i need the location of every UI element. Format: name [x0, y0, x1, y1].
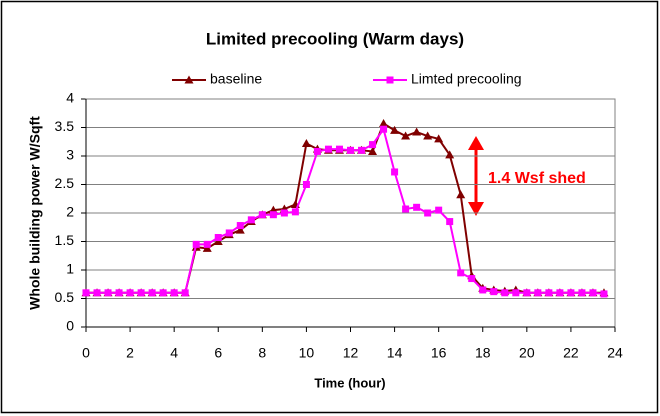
marker — [280, 209, 288, 217]
marker — [412, 127, 422, 136]
marker — [380, 125, 388, 133]
y-tick-label: 1 — [66, 261, 74, 277]
marker — [445, 150, 455, 159]
x-tick-label: 4 — [170, 345, 178, 361]
marker — [291, 208, 299, 216]
marker — [490, 288, 498, 296]
x-tick-label: 6 — [214, 345, 222, 361]
legend-label: Limted precooling — [411, 71, 522, 87]
x-tick-label: 24 — [607, 345, 623, 361]
x-tick-label: 16 — [431, 345, 447, 361]
marker — [301, 138, 311, 147]
marker — [148, 289, 156, 297]
x-tick-label: 12 — [343, 345, 359, 361]
marker — [456, 190, 466, 199]
marker — [236, 222, 244, 230]
marker — [225, 229, 233, 237]
marker — [247, 216, 255, 224]
y-tick-label: 3 — [66, 147, 74, 163]
y-tick-label: 3.5 — [55, 118, 75, 134]
legend-label: baseline — [210, 71, 262, 87]
marker — [446, 218, 454, 226]
marker — [203, 240, 211, 248]
y-axis-title: Whole building power W/Sqft — [27, 116, 43, 310]
arrow-head — [468, 202, 484, 216]
marker — [501, 289, 509, 297]
marker — [401, 131, 411, 140]
marker — [347, 146, 354, 154]
marker — [335, 145, 343, 153]
marker — [390, 125, 400, 134]
marker — [192, 240, 200, 248]
y-tick-label: 0.5 — [55, 289, 75, 305]
marker — [358, 146, 366, 154]
marker — [369, 141, 377, 149]
marker — [600, 290, 608, 298]
marker — [269, 211, 277, 219]
marker — [184, 75, 194, 84]
marker — [435, 206, 443, 214]
x-tick-label: 20 — [519, 345, 535, 361]
marker — [479, 286, 487, 294]
x-tick-label: 8 — [258, 345, 266, 361]
marker — [313, 147, 321, 155]
x-axis-title: Time (hour) — [314, 375, 385, 390]
marker — [82, 289, 90, 297]
marker — [512, 289, 520, 297]
x-tick-label: 14 — [387, 345, 403, 361]
y-tick-label: 0 — [66, 318, 74, 334]
marker — [235, 225, 245, 234]
marker — [424, 209, 432, 217]
y-tick-label: 2.5 — [55, 175, 75, 191]
marker — [402, 205, 410, 213]
marker — [126, 289, 134, 297]
marker — [534, 289, 542, 297]
marker — [104, 289, 112, 297]
marker — [523, 289, 531, 297]
marker — [324, 145, 332, 153]
marker — [159, 289, 167, 297]
marker — [379, 119, 389, 128]
marker — [589, 289, 597, 297]
annotation: 1.4 Wsf shed — [488, 170, 586, 187]
marker — [556, 289, 564, 297]
marker — [567, 289, 575, 297]
marker — [302, 181, 310, 188]
x-tick-label: 10 — [299, 345, 315, 361]
marker — [258, 211, 266, 219]
marker — [137, 289, 145, 297]
y-tick-label: 4 — [66, 90, 74, 106]
marker — [457, 269, 465, 277]
marker — [181, 289, 189, 297]
marker — [170, 289, 178, 297]
x-tick-label: 0 — [82, 345, 90, 361]
marker — [413, 203, 421, 211]
y-tick-label: 1.5 — [55, 232, 75, 248]
marker — [468, 275, 476, 283]
x-tick-label: 22 — [563, 345, 579, 361]
marker — [391, 168, 399, 176]
x-tick-label: 18 — [475, 345, 491, 361]
x-tick-label: 2 — [126, 345, 134, 361]
marker — [545, 289, 553, 297]
marker — [578, 289, 586, 297]
marker — [386, 76, 394, 84]
y-tick-label: 2 — [66, 204, 74, 220]
marker — [93, 289, 101, 297]
marker — [423, 131, 433, 140]
marker — [368, 146, 378, 155]
marker — [434, 134, 444, 143]
arrow-head — [468, 136, 484, 150]
marker — [115, 289, 123, 297]
marker — [214, 234, 222, 242]
chart-title: Limited precooling (Warm days) — [206, 29, 464, 48]
